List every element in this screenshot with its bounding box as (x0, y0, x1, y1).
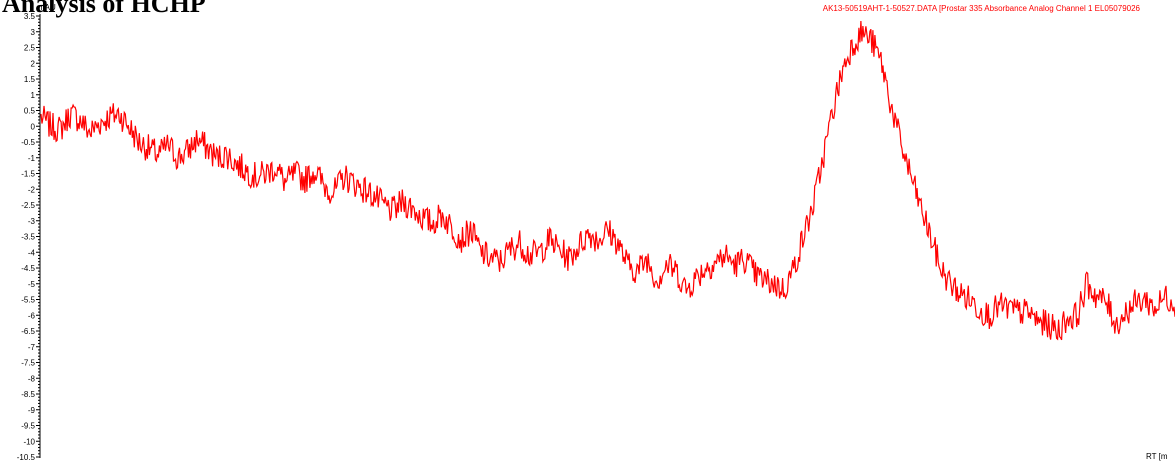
y-axis-unit-label: mAU (38, 3, 56, 12)
y-tick-label: -2.5 (21, 201, 35, 210)
y-tick-label: -1 (28, 154, 36, 163)
series-legend-label: AK13-50519AHT-1-50527.DATA [Prostar 335 … (823, 4, 1141, 13)
y-tick-label: -10 (23, 437, 35, 446)
y-tick-label: -6 (28, 311, 36, 320)
y-tick-label: -8 (28, 374, 36, 383)
y-tick-label: -4 (28, 248, 36, 257)
y-tick-label: 2 (31, 59, 36, 68)
y-tick-label: 0 (31, 122, 36, 131)
y-tick-label: 2.5 (24, 44, 36, 53)
y-tick-label: -4.5 (21, 264, 35, 273)
y-tick-label: -6.5 (21, 327, 35, 336)
page-heading: Analysis of HCHP (2, 0, 206, 18)
y-tick-label: 3.5 (24, 12, 36, 21)
y-tick-label: 1 (31, 91, 36, 100)
y-tick-label: -9.5 (21, 422, 35, 431)
y-tick-label: -0.5 (21, 138, 35, 147)
y-tick-label: -2 (28, 185, 36, 194)
y-tick-label: 1.5 (24, 75, 36, 84)
y-axis: 3.5 3 2.5 2 1.5 1 0.5 0 -0.5 -1 -1.5 -2 -2.5 -3 -3.5 -4… (17, 12, 41, 462)
y-tick-label: 0.5 (24, 107, 36, 116)
y-tick-label: -5 (28, 280, 36, 289)
y-tick-label: -3 (28, 217, 36, 226)
y-tick-label: 3 (31, 28, 36, 37)
y-tick-label: -10.5 (17, 453, 36, 462)
y-tick-label: -1.5 (21, 170, 35, 179)
series-group (40, 20, 1175, 341)
y-tick-label: -5.5 (21, 296, 35, 305)
y-tick-label: -3.5 (21, 233, 35, 242)
y-tick-label: -8.5 (21, 390, 35, 399)
y-tick-label: -7 (28, 343, 36, 352)
y-tick-label: -9 (28, 406, 36, 415)
y-tick-label: -7.5 (21, 359, 35, 368)
series-line (40, 20, 1175, 341)
x-axis-unit-label: RT [m (1146, 452, 1168, 461)
